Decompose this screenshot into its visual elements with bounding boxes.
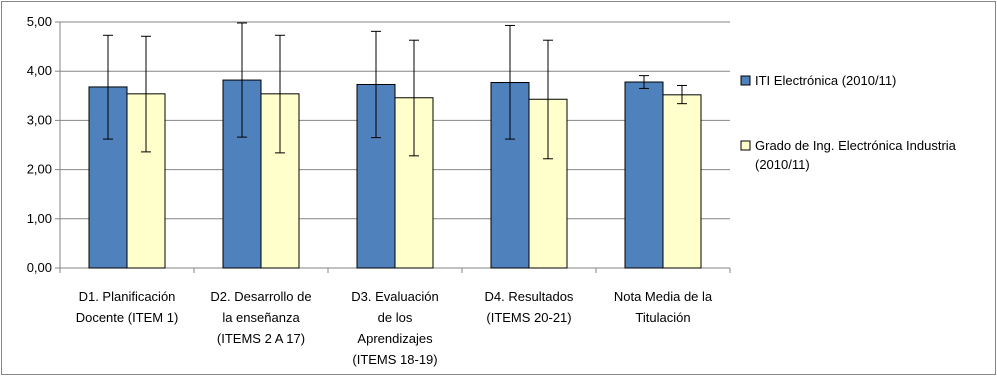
x-category-label: (ITEMS 20-21) [486, 310, 571, 325]
y-tick-label: 0,00 [27, 260, 52, 275]
y-tick-label: 5,00 [27, 14, 52, 29]
x-category-label: D2. Desarrollo de [210, 289, 311, 304]
x-category-label: Aprendizajes [357, 331, 433, 346]
y-tick-label: 2,00 [27, 162, 52, 177]
x-category-label: la enseñanza [222, 310, 300, 325]
y-tick-label: 3,00 [27, 112, 52, 127]
legend-swatch-series-1 [740, 75, 751, 86]
x-category-label: Nota Media de la [614, 289, 713, 304]
x-category-label: Titulación [635, 310, 690, 325]
x-category-label: de los [378, 310, 413, 325]
bar-series-2 [662, 94, 702, 269]
bar-series-1 [624, 81, 664, 269]
legend-label: ITI Electrónica (2010/11) [755, 73, 896, 88]
x-category-label: D4. Resultados [485, 289, 574, 304]
y-tick-label: 4,00 [27, 63, 52, 78]
legend-label: (2010/11) [755, 157, 810, 172]
x-category-label: D1. Planificación [79, 289, 176, 304]
x-category-label: D3. Evaluación [351, 289, 438, 304]
x-category-label: Docente (ITEM 1) [76, 310, 179, 325]
legend-swatch-series-2 [740, 140, 751, 151]
x-category-label: (ITEMS 2 A 17) [217, 331, 305, 346]
y-tick-label: 1,00 [27, 211, 52, 226]
x-category-label: (ITEMS 18-19) [352, 352, 437, 367]
legend-label: Grado de Ing. Electrónica Industria [755, 138, 957, 153]
